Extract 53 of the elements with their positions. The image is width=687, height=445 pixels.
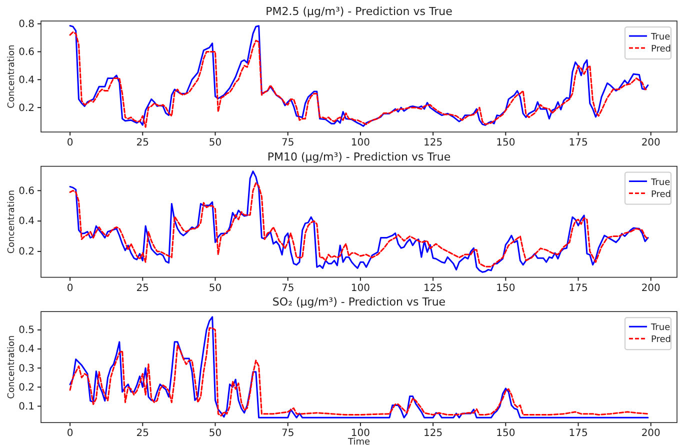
x-tick-label: 150 <box>496 428 516 440</box>
x-tick-label: 100 <box>350 282 370 294</box>
x-tick-label: 75 <box>281 282 294 294</box>
y-tick-label: 0.6 <box>18 186 34 197</box>
x-tick-label: 0 <box>66 282 74 294</box>
legend-label: Pred <box>651 335 672 346</box>
x-tick-label: 175 <box>568 282 588 294</box>
y-axis-title: Concentration <box>7 335 17 399</box>
y-axis-title: Concentration <box>7 44 17 108</box>
x-tick-label: 200 <box>641 282 660 294</box>
x-tick-label: 200 <box>641 138 660 149</box>
y-tick-label: 0.4 <box>18 216 34 228</box>
legend-label: True <box>650 323 671 334</box>
chart-title: SO₂ (μg/m³) - Prediction vs True <box>272 296 446 309</box>
legend-label: True <box>650 32 671 42</box>
x-tick-label: 200 <box>641 428 660 440</box>
y-axis-title: Concentration <box>7 190 17 254</box>
x-tick-label: 25 <box>136 282 150 294</box>
y-tick-label: 0.2 <box>18 246 34 258</box>
y-tick-label: 0.4 <box>18 344 34 356</box>
x-tick-label: 75 <box>281 138 294 149</box>
y-tick-label: 0.2 <box>18 102 34 114</box>
x-tick-label: 50 <box>208 282 222 294</box>
x-tick-label: 175 <box>568 428 588 440</box>
y-tick-label: 0.4 <box>18 74 34 86</box>
line-series <box>69 182 649 268</box>
y-tick-label: 0.6 <box>18 46 34 58</box>
x-tick-label: 150 <box>496 282 516 294</box>
chart-title: PM2.5 (μg/m³) - Prediction vs True <box>266 5 453 18</box>
x-tick-label: 0 <box>66 428 74 440</box>
y-tick-label: 0.3 <box>18 363 34 374</box>
x-tick-label: 50 <box>208 428 222 440</box>
y-tick-label: 0.8 <box>18 18 34 30</box>
x-tick-label: 125 <box>424 282 443 294</box>
x-tick-label: 125 <box>424 138 443 149</box>
legend-label: Pred <box>651 190 672 200</box>
y-tick-label: 0.2 <box>18 382 34 394</box>
chart-title: PM10 (μg/m³) - Prediction vs True <box>267 150 451 164</box>
x-axis-title: Time <box>346 438 370 445</box>
legend-label: True <box>650 178 671 188</box>
x-tick-label: 175 <box>568 138 588 149</box>
y-tick-label: 0.5 <box>18 325 34 336</box>
x-tick-label: 25 <box>136 138 150 149</box>
x-tick-label: 50 <box>208 138 222 149</box>
x-tick-label: 0 <box>66 138 74 149</box>
y-tick-label: 0.1 <box>18 401 34 412</box>
x-tick-label: 125 <box>424 428 443 440</box>
x-tick-label: 25 <box>136 428 150 440</box>
x-tick-label: 150 <box>496 138 516 149</box>
legend-label: Pred <box>651 44 672 54</box>
x-tick-label: 75 <box>281 428 294 440</box>
line-series <box>69 170 649 273</box>
x-tick-label: 100 <box>350 138 370 149</box>
